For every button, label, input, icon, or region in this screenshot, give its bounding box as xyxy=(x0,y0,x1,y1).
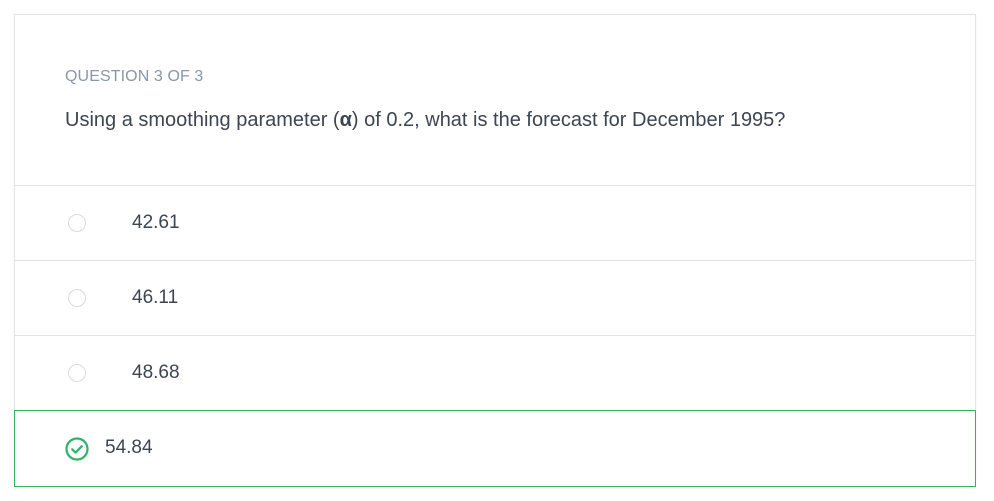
question-text: Using a smoothing parameter (α) of 0.2, … xyxy=(65,107,975,133)
quiz-card: QUESTION 3 OF 3 Using a smoothing parame… xyxy=(14,14,976,487)
radio-circle-icon[interactable] xyxy=(68,364,86,382)
question-header: QUESTION 3 OF 3 Using a smoothing parame… xyxy=(15,15,975,186)
answer-option[interactable]: 42.61 xyxy=(15,186,975,261)
question-counter: QUESTION 3 OF 3 xyxy=(65,68,204,85)
answer-option-label: 42.61 xyxy=(132,212,180,233)
question-text-before: Using a smoothing parameter ( xyxy=(65,109,340,131)
alpha-symbol: α xyxy=(339,109,352,131)
answer-option-label: 54.84 xyxy=(105,437,153,458)
radio-circle-icon[interactable] xyxy=(68,214,86,232)
check-circle-icon xyxy=(65,437,89,461)
answer-option[interactable]: 48.68 xyxy=(15,336,975,411)
radio-circle-icon[interactable] xyxy=(68,289,86,307)
answer-option-correct[interactable]: 54.84 xyxy=(14,410,976,487)
answer-option-label: 46.11 xyxy=(132,287,179,308)
answer-option-label: 48.68 xyxy=(132,362,180,383)
question-text-after: ) of 0.2, what is the forecast for Decem… xyxy=(351,109,786,131)
answer-option[interactable]: 46.11 xyxy=(15,261,975,336)
